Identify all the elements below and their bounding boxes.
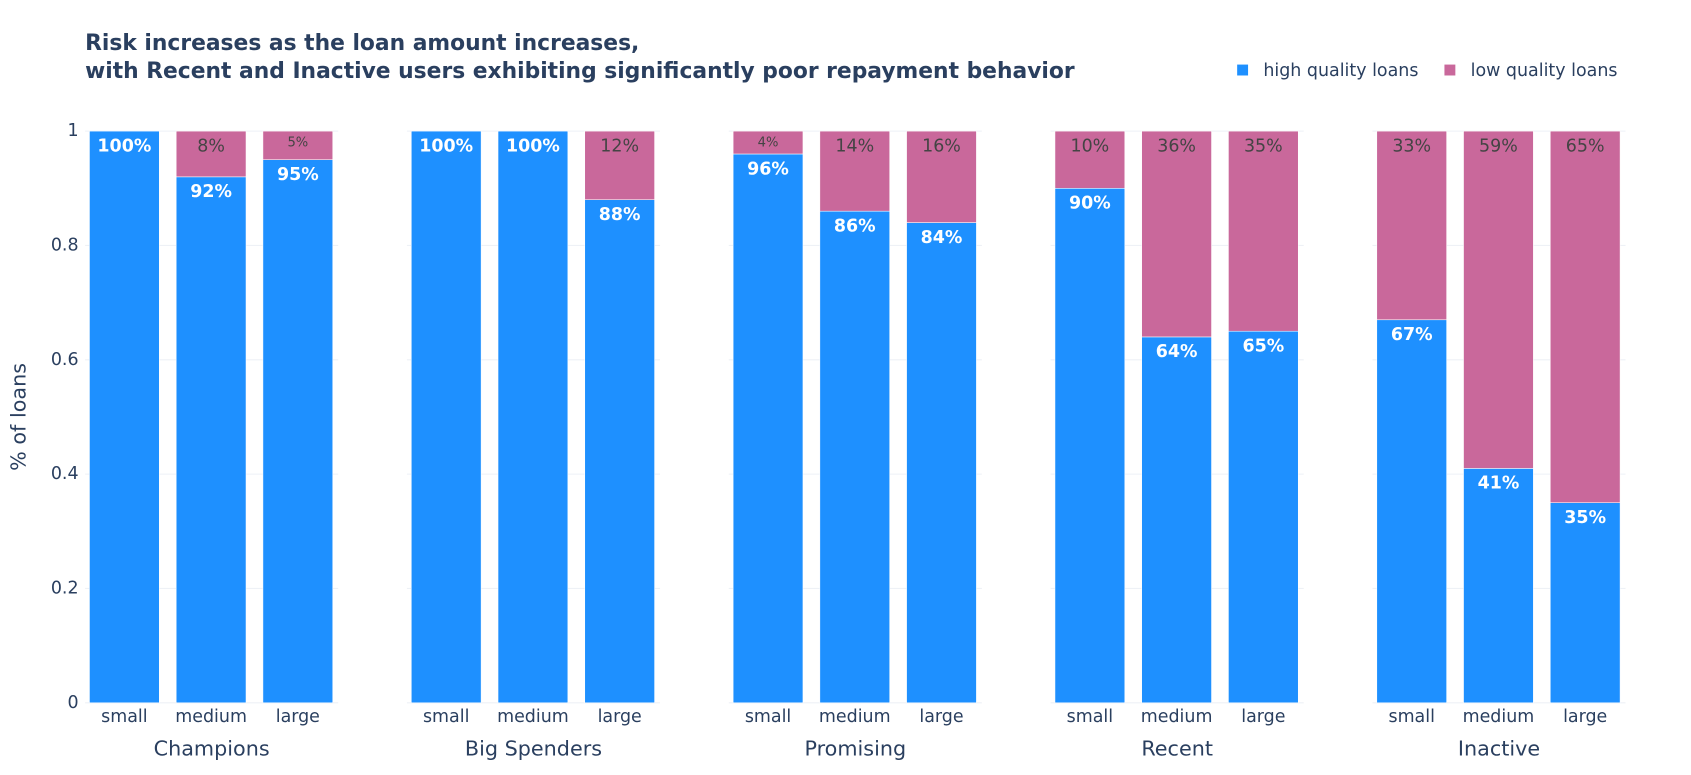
value-label: 5% xyxy=(287,136,308,151)
bar-segment xyxy=(497,130,569,704)
bar-segment xyxy=(906,130,977,223)
x-tick-label: small xyxy=(745,707,791,727)
value-label: 90% xyxy=(1069,194,1111,214)
x-tick-label: medium xyxy=(175,707,247,727)
chart-title: Risk increases as the loan amount increa… xyxy=(85,31,639,56)
bar-segment xyxy=(1228,330,1299,704)
value-label: 88% xyxy=(599,205,641,225)
panel-title: Promising xyxy=(804,737,906,761)
panel-title: Recent xyxy=(1141,737,1213,761)
bar-segment xyxy=(1141,130,1212,338)
legend-swatch xyxy=(1444,64,1456,76)
x-tick-label: medium xyxy=(497,707,569,727)
value-label: 16% xyxy=(922,136,961,156)
value-label: 12% xyxy=(600,136,639,156)
y-tick-label: 0.4 xyxy=(51,464,79,484)
x-tick-label: medium xyxy=(1141,707,1213,727)
x-tick-label: large xyxy=(1241,707,1285,727)
bar-segment xyxy=(732,130,804,155)
y-tick-label: 0.6 xyxy=(51,350,79,370)
bar-segment xyxy=(1141,336,1212,704)
bar-segment xyxy=(1054,188,1126,704)
value-label: 41% xyxy=(1478,474,1520,494)
y-tick-label: 0.8 xyxy=(51,235,79,255)
x-tick-label: large xyxy=(598,707,642,727)
value-label: 36% xyxy=(1157,136,1196,156)
bar-segment xyxy=(89,130,160,704)
bar-segment xyxy=(1228,130,1299,332)
bar-segment xyxy=(1549,502,1621,704)
panel-title: Big Spenders xyxy=(465,737,602,761)
value-label: 35% xyxy=(1244,136,1283,156)
bar-segment xyxy=(411,130,482,704)
value-label: 59% xyxy=(1479,136,1518,156)
bar-segment xyxy=(1463,130,1534,469)
value-label: 100% xyxy=(419,136,473,156)
value-label: 95% xyxy=(277,165,319,185)
value-label: 84% xyxy=(921,228,963,248)
value-label: 96% xyxy=(747,159,789,179)
bar-segment xyxy=(1463,468,1534,704)
value-label: 86% xyxy=(834,216,876,236)
bar-segment xyxy=(732,153,804,704)
value-label: 92% xyxy=(190,182,232,202)
value-label: 100% xyxy=(506,136,560,156)
bar-segment xyxy=(175,130,247,178)
value-label: 33% xyxy=(1392,136,1431,156)
value-label: 65% xyxy=(1566,136,1605,156)
value-label: 4% xyxy=(758,136,779,151)
value-label: 8% xyxy=(197,136,225,156)
y-tick-label: 0.2 xyxy=(51,578,79,598)
bar-segment xyxy=(906,222,977,704)
x-tick-label: large xyxy=(1563,707,1607,727)
x-tick-label: small xyxy=(1067,707,1113,727)
panel-title: Inactive xyxy=(1458,737,1540,761)
bar-segment xyxy=(1054,130,1126,189)
x-tick-label: small xyxy=(101,707,147,727)
value-label: 35% xyxy=(1564,508,1606,528)
x-tick-label: large xyxy=(919,707,963,727)
value-label: 65% xyxy=(1242,336,1284,356)
bar-segment xyxy=(1376,319,1447,704)
x-tick-label: medium xyxy=(1463,707,1535,727)
bar-segment xyxy=(819,210,890,704)
value-label: 64% xyxy=(1156,342,1198,362)
bar-segment xyxy=(262,159,334,704)
x-tick-label: medium xyxy=(819,707,891,727)
y-tick-label: 0 xyxy=(67,693,78,713)
x-tick-label: small xyxy=(423,707,469,727)
legend-label: high quality loans xyxy=(1263,61,1418,81)
bar-segment xyxy=(1549,130,1621,503)
panel-title: Champions xyxy=(154,737,270,761)
legend-label: low quality loans xyxy=(1471,61,1618,81)
x-tick-label: large xyxy=(276,707,320,727)
bar-segment xyxy=(175,176,247,704)
value-label: 100% xyxy=(97,136,151,156)
bar-segment xyxy=(819,130,890,212)
y-tick-label: 1 xyxy=(67,121,78,141)
chart-title: with Recent and Inactive users exhibitin… xyxy=(85,59,1075,84)
value-label: 67% xyxy=(1391,325,1433,345)
bar-segment xyxy=(584,199,655,704)
bar-segment xyxy=(1376,130,1447,321)
bar-segment xyxy=(584,130,655,200)
x-tick-label: small xyxy=(1388,707,1434,727)
bar-segment xyxy=(262,130,334,160)
y-axis-label: % of loans xyxy=(7,363,31,471)
value-label: 14% xyxy=(835,136,874,156)
value-label: 10% xyxy=(1070,136,1109,156)
legend-swatch xyxy=(1237,64,1249,76)
